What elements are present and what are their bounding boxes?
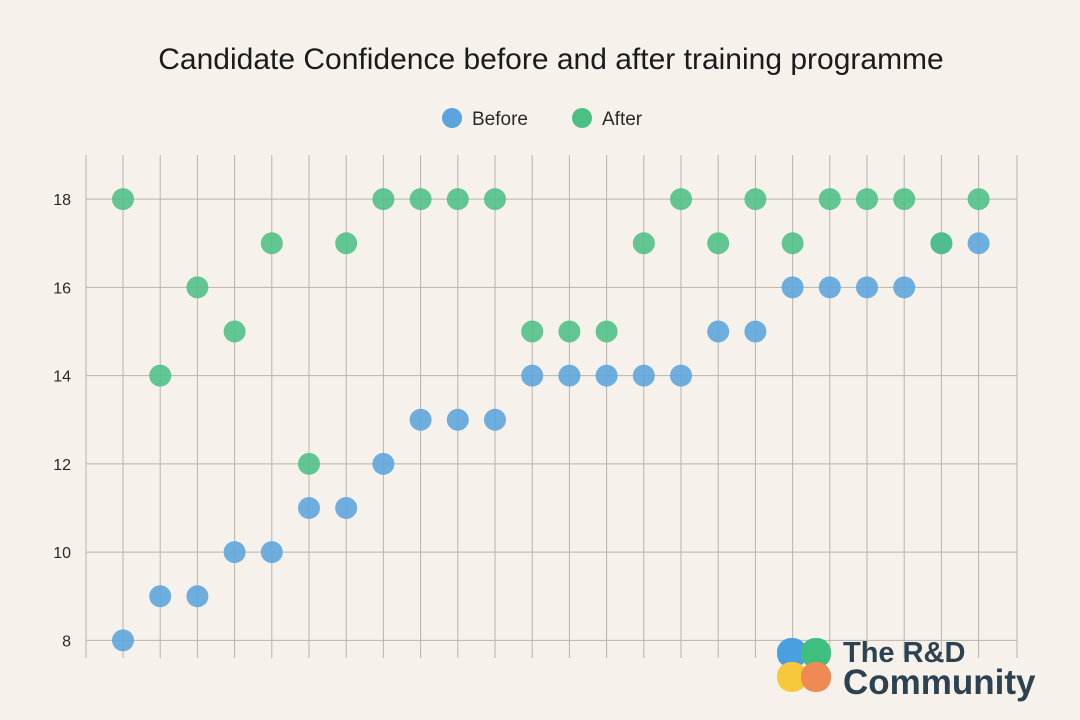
point-before bbox=[260, 541, 283, 564]
point-after bbox=[818, 188, 841, 211]
legend-item-before: Before bbox=[442, 108, 528, 130]
point-after bbox=[112, 188, 134, 211]
point-after bbox=[707, 232, 730, 255]
point-before bbox=[223, 541, 246, 564]
y-axis-ticks: 8 10 12 14 16 18 bbox=[53, 192, 71, 650]
y-tick-label: 8 bbox=[62, 633, 71, 650]
legend: Before After bbox=[442, 108, 643, 130]
point-before bbox=[893, 276, 916, 299]
point-before bbox=[632, 364, 655, 387]
y-tick-label: 10 bbox=[53, 545, 71, 562]
point-before bbox=[818, 276, 841, 299]
point-after bbox=[335, 232, 358, 255]
point-after bbox=[632, 232, 655, 255]
point-before bbox=[149, 585, 172, 608]
point-before bbox=[112, 629, 134, 652]
point-before bbox=[372, 452, 395, 475]
point-before bbox=[670, 364, 692, 387]
point-before bbox=[521, 364, 544, 387]
point-before bbox=[967, 232, 990, 255]
y-tick-label: 16 bbox=[53, 280, 71, 297]
point-after bbox=[781, 232, 804, 255]
point-after bbox=[446, 188, 469, 211]
logo-mark-blue bbox=[777, 638, 807, 668]
point-before bbox=[856, 276, 878, 299]
point-before bbox=[446, 408, 469, 431]
point-after bbox=[260, 232, 283, 255]
point-after bbox=[930, 232, 953, 255]
logo-mark-yellow bbox=[777, 662, 807, 692]
y-tick-label: 14 bbox=[53, 369, 71, 386]
series-before bbox=[112, 232, 990, 652]
point-after bbox=[744, 188, 767, 211]
legend-label: Before bbox=[472, 109, 528, 130]
logo-mark-icon bbox=[777, 638, 831, 692]
point-after bbox=[298, 452, 320, 475]
logo-line-1: The R&D bbox=[843, 637, 965, 669]
legend-label: After bbox=[602, 109, 643, 130]
grid bbox=[85, 155, 1018, 658]
point-after bbox=[595, 320, 618, 343]
point-after bbox=[484, 188, 506, 211]
point-after bbox=[670, 188, 692, 211]
point-after bbox=[893, 188, 916, 211]
point-after bbox=[558, 320, 581, 343]
point-before bbox=[484, 408, 506, 431]
point-after bbox=[856, 188, 878, 211]
logo-line-2: Community bbox=[843, 663, 1036, 702]
point-after bbox=[149, 364, 172, 387]
y-tick-label: 18 bbox=[53, 192, 71, 209]
logo-mark-green bbox=[801, 638, 831, 668]
legend-marker bbox=[572, 108, 592, 128]
chart-title: Candidate Confidence before and after tr… bbox=[158, 43, 943, 76]
series-after bbox=[112, 188, 990, 475]
logo-mark-orange bbox=[801, 662, 831, 692]
y-tick-label: 12 bbox=[53, 457, 71, 474]
point-after bbox=[409, 188, 432, 211]
legend-item-after: After bbox=[572, 108, 643, 130]
point-after bbox=[967, 188, 990, 211]
legend-marker bbox=[442, 108, 462, 128]
point-before bbox=[186, 585, 209, 608]
point-before bbox=[409, 408, 432, 431]
point-before bbox=[707, 320, 730, 343]
data-points bbox=[112, 188, 990, 652]
point-before bbox=[744, 320, 767, 343]
point-after bbox=[186, 276, 209, 299]
point-after bbox=[521, 320, 544, 343]
point-after bbox=[372, 188, 395, 211]
point-before bbox=[595, 364, 618, 387]
point-before bbox=[781, 276, 804, 299]
point-before bbox=[298, 496, 320, 519]
point-before bbox=[335, 496, 358, 519]
point-after bbox=[223, 320, 246, 343]
rd-community-logo: The R&D Community bbox=[777, 637, 1036, 702]
point-before bbox=[558, 364, 581, 387]
